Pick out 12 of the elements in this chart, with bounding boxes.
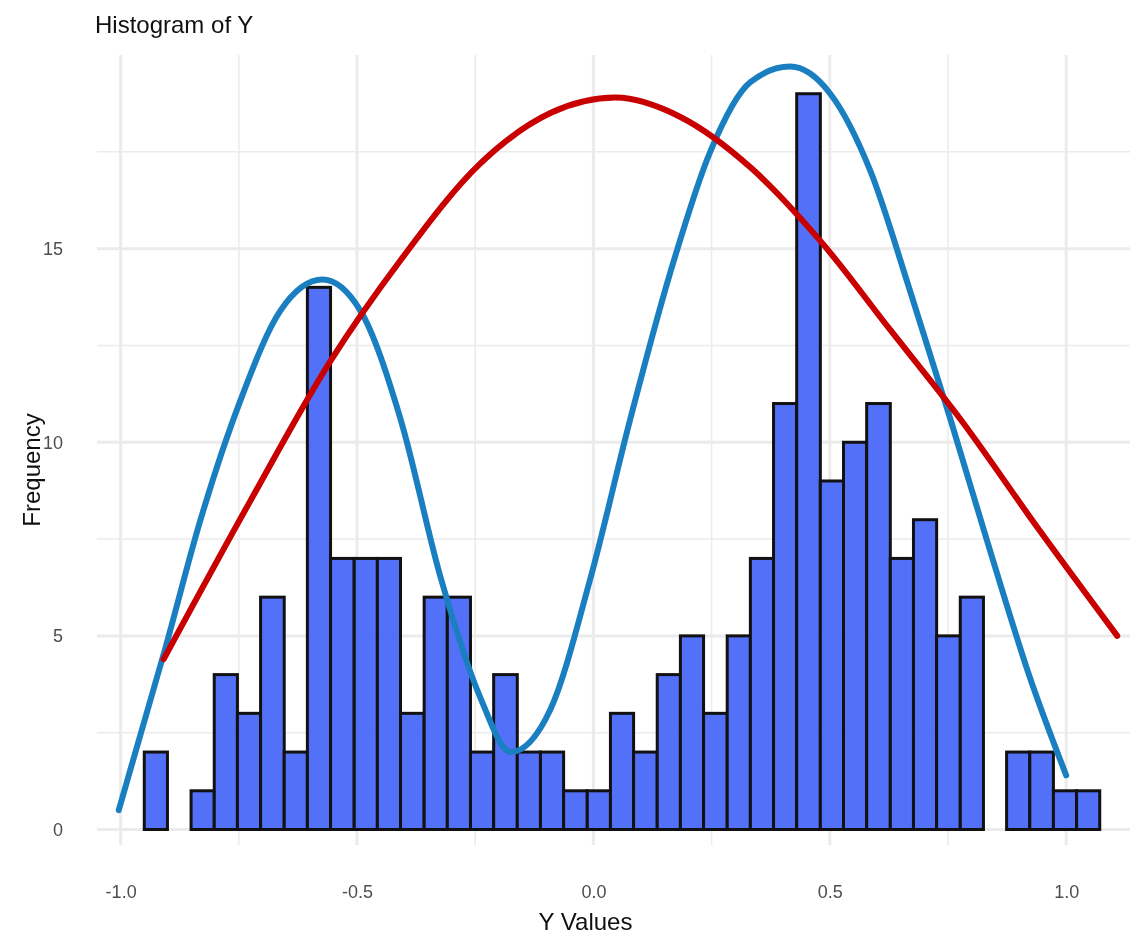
- x-tick-label: -1.0: [105, 881, 137, 902]
- y-axis-title: Frequency: [18, 413, 45, 527]
- y-tick-label: 10: [42, 432, 63, 453]
- y-tick-label: 15: [42, 238, 63, 259]
- y-tick-label: 0: [52, 819, 63, 840]
- x-tick-label: 1.0: [1054, 881, 1080, 902]
- chart-title: Histogram of Y: [95, 11, 254, 38]
- x-tick-label: 0.0: [581, 881, 607, 902]
- x-tick-label: -0.5: [342, 881, 374, 902]
- y-tick-label: 5: [52, 626, 63, 647]
- x-axis-title: Y Values: [538, 908, 633, 935]
- x-tick-label: 0.5: [817, 881, 843, 902]
